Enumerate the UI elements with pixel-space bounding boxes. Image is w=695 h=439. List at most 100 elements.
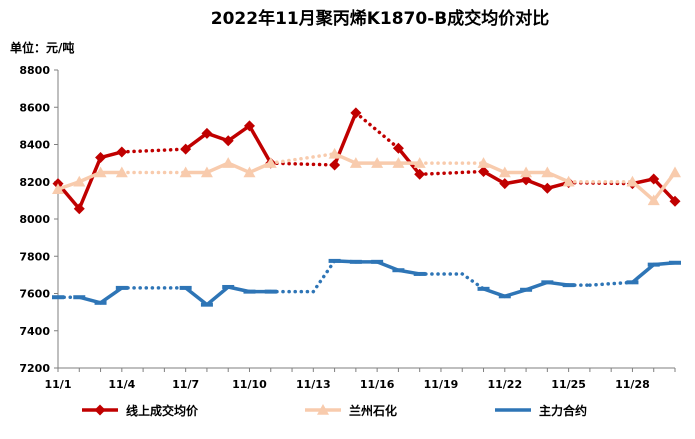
y-tick-label: 7200 (19, 362, 50, 375)
data-point-marker (520, 287, 533, 292)
data-point-marker (392, 142, 404, 154)
data-point-marker (222, 157, 235, 168)
legend-item-0: 线上成交均价 (82, 403, 199, 418)
series-dotted-segment (588, 280, 635, 287)
data-point-marker (413, 271, 426, 276)
series-dotted-segment (417, 169, 486, 177)
series-segment (77, 155, 103, 211)
y-tick-label: 8800 (19, 64, 50, 77)
x-tick-label: 11/10 (232, 378, 267, 391)
data-point-marker (94, 166, 107, 178)
legend: 线上成交均价 兰州石化 主力合约 (82, 403, 587, 418)
data-point-marker (520, 166, 533, 178)
x-tick-label: 11/1 (45, 378, 72, 391)
x-tick-label: 11/25 (551, 378, 586, 391)
data-point-marker (478, 166, 490, 178)
data-point-marker (371, 259, 384, 264)
data-point-marker (499, 178, 511, 190)
axes: 7200 7400 7600 7800 8000 8200 8400 8600 8800 11/1… (19, 64, 676, 391)
series-dotted-segment (120, 147, 188, 154)
data-point-marker (179, 166, 192, 178)
series-dotted-segment (311, 259, 337, 294)
y-tick-label: 7600 (19, 288, 50, 301)
data-point-marker (350, 107, 362, 119)
data-point-marker (243, 289, 256, 294)
series-dotted-segment (269, 152, 337, 165)
x-tick-label: 11/7 (172, 378, 199, 391)
data-point-marker (541, 280, 554, 285)
data-point-marker (498, 294, 511, 299)
data-point-marker (243, 166, 256, 178)
series-segment (183, 286, 209, 307)
legend-item-1: 兰州石化 (305, 403, 397, 418)
y-tick-label: 8000 (19, 213, 50, 226)
series-dotted-segment (354, 111, 401, 150)
chart-title: 2022年11月聚丙烯K1870-B成交均价对比 (211, 8, 549, 29)
data-point-marker (647, 194, 660, 206)
data-point-marker (413, 157, 426, 168)
legend-label: 线上成交均价 (126, 403, 199, 418)
series-1 (52, 147, 681, 206)
data-point-marker (264, 289, 277, 294)
data-point-marker (477, 157, 490, 168)
data-point-marker (562, 175, 575, 187)
data-point-marker (115, 166, 128, 178)
data-point-marker (626, 175, 639, 187)
x-tick-label: 11/16 (360, 378, 395, 391)
data-point-marker (179, 285, 192, 290)
series-dotted-segment (269, 161, 337, 167)
series-segment (226, 124, 252, 143)
data-point-marker (264, 157, 277, 168)
data-point-marker (328, 258, 341, 263)
series-dotted-segment (460, 272, 486, 291)
data-point-marker (116, 146, 128, 158)
series-0 (52, 107, 681, 215)
data-point-marker (626, 280, 639, 285)
data-point-marker (371, 157, 384, 168)
data-point-marker (648, 173, 660, 185)
data-point-marker (200, 302, 213, 307)
series-segment (651, 177, 677, 204)
data-point-marker (73, 203, 85, 215)
data-point-marker (52, 183, 64, 194)
data-point-marker (317, 404, 329, 415)
data-point-marker (392, 268, 405, 273)
y-tick-label: 8600 (19, 101, 50, 114)
series-segment (205, 285, 230, 307)
y-tick-label: 7400 (19, 325, 50, 338)
series-segment (630, 262, 656, 285)
data-point-marker (562, 283, 575, 288)
y-tick-label: 8200 (19, 176, 50, 189)
data-point-marker (392, 157, 405, 168)
series-segment (183, 131, 209, 151)
data-point-marker (349, 259, 362, 264)
data-point-marker (243, 120, 255, 132)
data-point-marker (94, 300, 107, 305)
data-point-marker (669, 195, 681, 207)
data-point-marker (73, 295, 86, 300)
data-point-marker (200, 166, 213, 178)
legend-label: 兰州石化 (349, 403, 397, 418)
data-point-marker (201, 127, 213, 139)
x-tick-label: 11/13 (296, 378, 331, 391)
x-tick-label: 11/4 (108, 378, 135, 391)
data-point-marker (647, 262, 660, 267)
data-point-marker (477, 286, 490, 291)
data-point-marker (73, 175, 86, 187)
series-dotted-segment (566, 180, 635, 186)
series-segment (98, 286, 124, 305)
plot-area (52, 107, 681, 307)
data-point-marker (329, 159, 341, 171)
data-point-marker (180, 143, 192, 155)
data-point-marker (669, 260, 681, 265)
series-segment (396, 146, 422, 177)
data-point-marker (52, 295, 64, 300)
x-tick-label: 11/22 (487, 378, 522, 391)
data-point-marker (669, 166, 681, 178)
unit-label: 单位：元/吨 (10, 40, 74, 55)
series-segment (481, 169, 507, 186)
x-tick-label: 11/19 (424, 378, 459, 391)
data-point-marker (222, 284, 235, 289)
data-point-marker (498, 166, 511, 178)
data-point-marker (541, 166, 554, 178)
